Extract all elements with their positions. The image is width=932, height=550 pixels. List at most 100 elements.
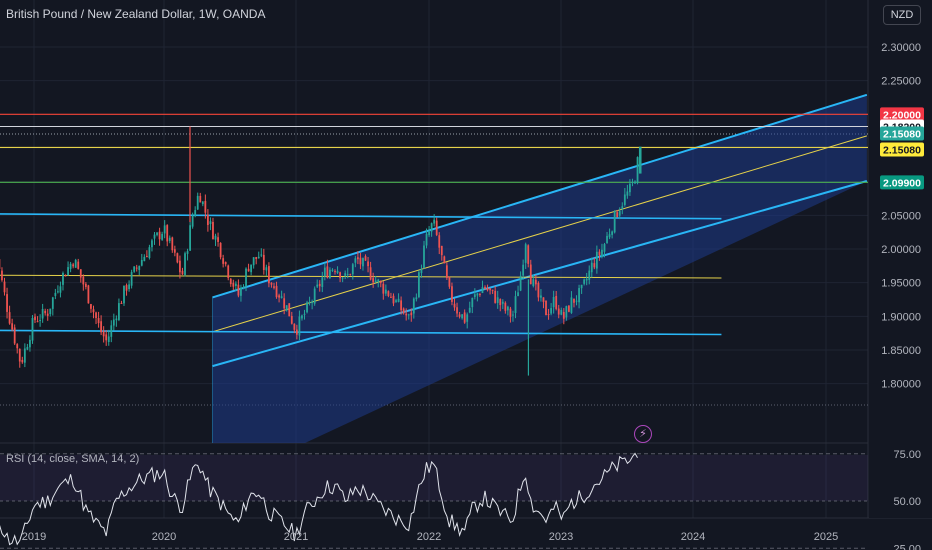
- candle-body-55: [133, 266, 136, 272]
- level-label-bg-red: [880, 107, 924, 122]
- candle-body-133: [331, 269, 334, 271]
- candle-body-43: [102, 331, 105, 337]
- rsi-tick-1: 50.00: [893, 496, 921, 508]
- range-line-1: [0, 274, 722, 279]
- candle-body-195: [489, 288, 491, 291]
- candle-body-68: [166, 225, 169, 242]
- rsi-pane: [0, 452, 868, 549]
- candle-body-42: [100, 321, 103, 333]
- range-lines[interactable]: [0, 213, 722, 336]
- price-tick-8: 1.90000: [881, 311, 921, 323]
- candle-body-58: [140, 259, 143, 266]
- price-tick-0: 2.30000: [881, 42, 921, 54]
- candle-body-170: [425, 233, 428, 246]
- candle-body-189: [473, 294, 476, 298]
- candle-body-205: [514, 296, 517, 314]
- price-axis[interactable]: 2.300002.250002.200002.150002.100002.050…: [869, 0, 932, 550]
- candle-body-6: [8, 312, 11, 324]
- candle-body-71: [173, 249, 176, 253]
- candle-body-154: [384, 289, 387, 294]
- candle-breakout: [638, 146, 642, 174]
- candle-body-77: [189, 225, 191, 251]
- candle-body-159: [397, 298, 400, 302]
- candle-body-222: [557, 308, 560, 315]
- alert-bolt-icon[interactable]: ⚡: [634, 425, 652, 443]
- candle-body-9: [16, 344, 19, 349]
- candle-body-46: [110, 325, 113, 337]
- level-label-yellow: 2.15080: [883, 144, 921, 156]
- candle-body-120: [298, 316, 301, 336]
- candle-body-51: [123, 285, 125, 304]
- candle-body-183: [458, 314, 461, 317]
- candle-body-143: [356, 257, 359, 260]
- candle-body-122: [303, 313, 306, 315]
- chart-title: British Pound / New Zealand Dollar, 1W, …: [6, 7, 266, 21]
- candle-body-40: [95, 312, 97, 318]
- candle-body-89: [219, 242, 222, 258]
- candle-body-34: [79, 269, 82, 278]
- candle-body-125: [311, 301, 314, 304]
- candle-body-201: [504, 302, 507, 311]
- level-label-bg-yellow: [880, 142, 924, 157]
- candle-body-242: [608, 234, 611, 238]
- channel-middle-line: [212, 135, 868, 333]
- candle-body-191: [479, 294, 481, 296]
- candle-body-67: [163, 225, 166, 234]
- candle-body-212: [532, 279, 535, 287]
- candle-body-39: [92, 309, 95, 313]
- candle-body-99: [245, 268, 247, 287]
- candle-body-100: [247, 268, 250, 272]
- candle-body-227: [570, 297, 573, 313]
- candle-body-216: [542, 297, 545, 302]
- candle-body-121: [301, 315, 303, 319]
- candle-body-112: [278, 295, 280, 298]
- candle-body-95: [234, 283, 237, 286]
- candle-body-3: [1, 270, 3, 281]
- candle-body-161: [402, 308, 405, 314]
- candle-body-166: [415, 297, 418, 300]
- candle-body-78: [191, 215, 194, 227]
- candle-body-24: [54, 292, 57, 296]
- candle-body-15: [31, 317, 34, 341]
- candle-body-210: [527, 245, 530, 264]
- current-price-label-bg: [880, 126, 924, 141]
- candle-body-5: [6, 294, 8, 312]
- candle-body-4: [3, 281, 6, 293]
- candle-body-238: [598, 251, 601, 256]
- candle-body-152: [379, 281, 382, 284]
- price-tick-6: 2.00000: [881, 244, 921, 256]
- candle-body-82: [201, 201, 204, 205]
- candle-body-91: [224, 262, 227, 265]
- rsi-line: [0, 452, 638, 546]
- candle-body-31: [72, 264, 75, 267]
- candle-body-178: [445, 265, 448, 278]
- candle-body-64: [156, 232, 158, 235]
- candlestick-series: [0, 126, 642, 376]
- time-axis[interactable]: 2019 2020 2021 2022 2023 2024 2025: [22, 531, 838, 543]
- candle-body-171: [428, 231, 430, 236]
- candle-body-155: [387, 291, 390, 296]
- candle-body-202: [506, 306, 509, 311]
- candle-body-250: [629, 183, 631, 193]
- horizontal-levels[interactable]: [0, 113, 868, 183]
- candle-body-118: [293, 323, 296, 330]
- currency-badge[interactable]: NZD: [883, 5, 921, 25]
- candle-body-193: [484, 286, 486, 289]
- candle-body-97: [240, 287, 242, 296]
- candle-body-137: [341, 277, 344, 279]
- candle-body-141: [351, 264, 354, 275]
- candle-body-106: [262, 254, 265, 270]
- candle-body-188: [471, 297, 474, 308]
- candle-body-30: [69, 263, 72, 269]
- candle-body-252: [634, 181, 636, 184]
- price-tick-10: 1.80000: [881, 379, 921, 391]
- rsi-legend[interactable]: RSI (14, close, SMA, 14, 2): [6, 453, 140, 465]
- time-tick-2023: 2023: [549, 531, 573, 543]
- candle-body-81: [199, 195, 202, 203]
- candle-body-203: [509, 308, 512, 317]
- candle-body-151: [377, 279, 380, 282]
- candle-body-128: [318, 283, 321, 287]
- candle-body-27: [62, 273, 64, 285]
- candle-body-138: [344, 273, 347, 276]
